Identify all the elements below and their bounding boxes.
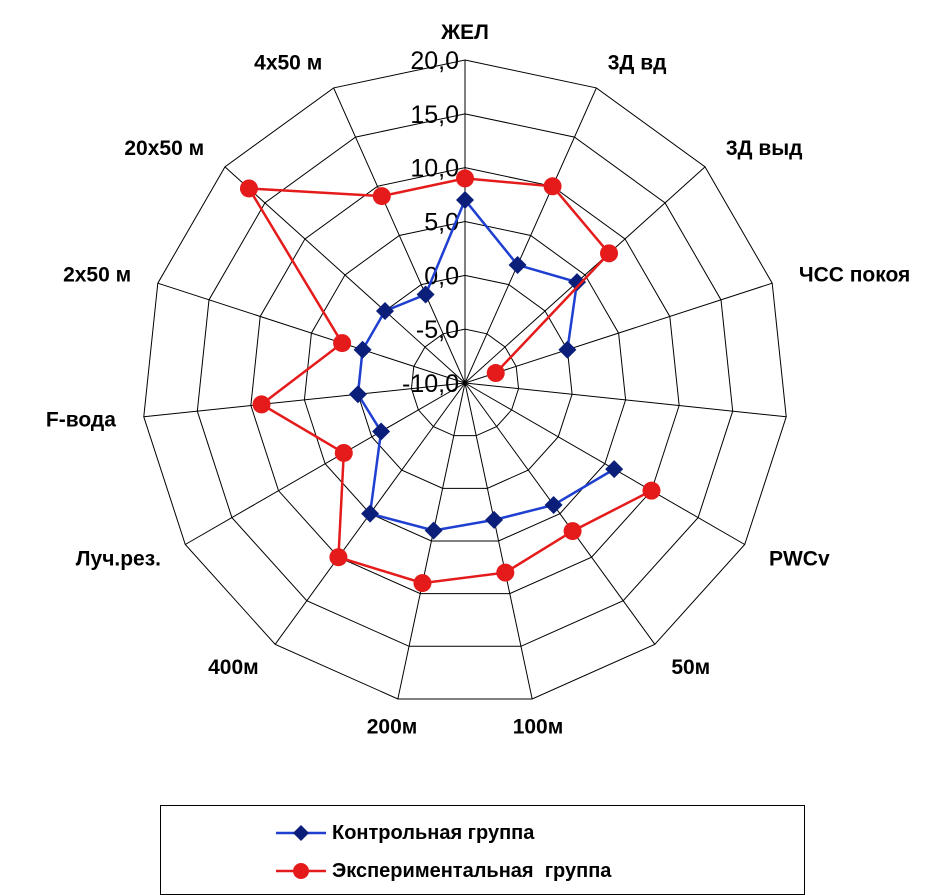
data-point [605,460,624,479]
grid-spoke [143,382,466,418]
data-point [413,574,432,593]
axis-label: 3Д выд [726,137,803,160]
tick-label: 10,0 [410,155,459,183]
tick-label: 20,0 [410,47,459,75]
grid-spoke [333,87,466,384]
grid-spoke [224,166,466,384]
legend-marker-circle [276,863,326,879]
axis-label: ЧСС покоя [799,264,910,287]
data-point [544,495,563,514]
grid-ring [143,59,787,700]
data-point [361,504,380,523]
grid-ring [250,167,680,595]
data-point [456,169,474,188]
tick-label: 5,0 [424,209,459,237]
data-point [329,548,348,567]
data-point [568,273,587,292]
grid-spoke [464,382,745,545]
radar-grid [143,59,787,700]
data-point [485,510,504,529]
series-line [246,177,653,585]
data-point [496,563,515,582]
data-point [252,395,271,414]
grid-spoke [464,382,533,700]
axis-label: 4х50 м [254,51,322,74]
legend: Контрольная группа Экспериментальная гру… [160,805,805,895]
data-point [642,481,661,500]
tick-label: -10,0 [402,370,459,398]
data-point [543,177,562,196]
grid-spoke [464,382,787,418]
data-point [558,340,577,359]
axis-label: 50м [671,656,710,679]
data-point [239,179,258,198]
grid-spoke [157,282,466,384]
grid-spoke [397,382,466,700]
legend-item-experimental: Экспериментальная группа [276,856,611,886]
data-point [456,190,474,209]
data-point [372,422,391,441]
data-point [348,385,367,404]
data-point [375,301,394,320]
data-point [424,521,443,540]
series-line [356,197,615,532]
axis-label: 100м [513,715,564,738]
legend-item-control: Контрольная группа [276,818,534,848]
data-point [333,334,352,353]
legend-label-experimental: Экспериментальная группа [332,859,612,882]
axis-label: 3Д вд [608,51,667,74]
data-point [372,187,391,206]
data-point [563,522,582,541]
legend-marker-diamond [276,825,326,841]
grid-spoke [464,87,597,384]
axis-label: PWCv [769,548,830,571]
data-point [334,443,353,462]
axis-label: Луч.рез. [76,548,161,571]
data-point [600,244,619,263]
tick-label: 15,0 [410,101,459,129]
series-group [239,169,661,593]
grid-spoke [464,282,773,384]
axis-label: 2х50 м [63,264,131,287]
legend-label-control: Контрольная группа [332,821,535,844]
grid-spoke [185,382,466,545]
axis-labels: ЖЕЛ 3Д вд 3Д выд ЧСС покоя PWCv 50м 100м 200м 40… [46,21,910,738]
axis-label: ЖЕЛ [440,21,489,44]
axis-label: 400м [208,656,259,679]
data-point [508,255,527,274]
data-point [416,285,435,304]
tick-labels: -10,0-5,00,05,010,015,020,0 [402,47,459,398]
grid-ring [196,113,734,647]
data-point [353,340,372,359]
axis-label: 200м [367,715,418,738]
axis-label: 20х50 м [124,137,204,160]
grid-spoke [464,382,656,645]
tick-label: -5,0 [416,316,459,344]
grid-spoke [464,166,706,384]
axis-label: F-вода [46,409,116,432]
data-point [486,364,505,383]
grid-ring [303,220,627,542]
